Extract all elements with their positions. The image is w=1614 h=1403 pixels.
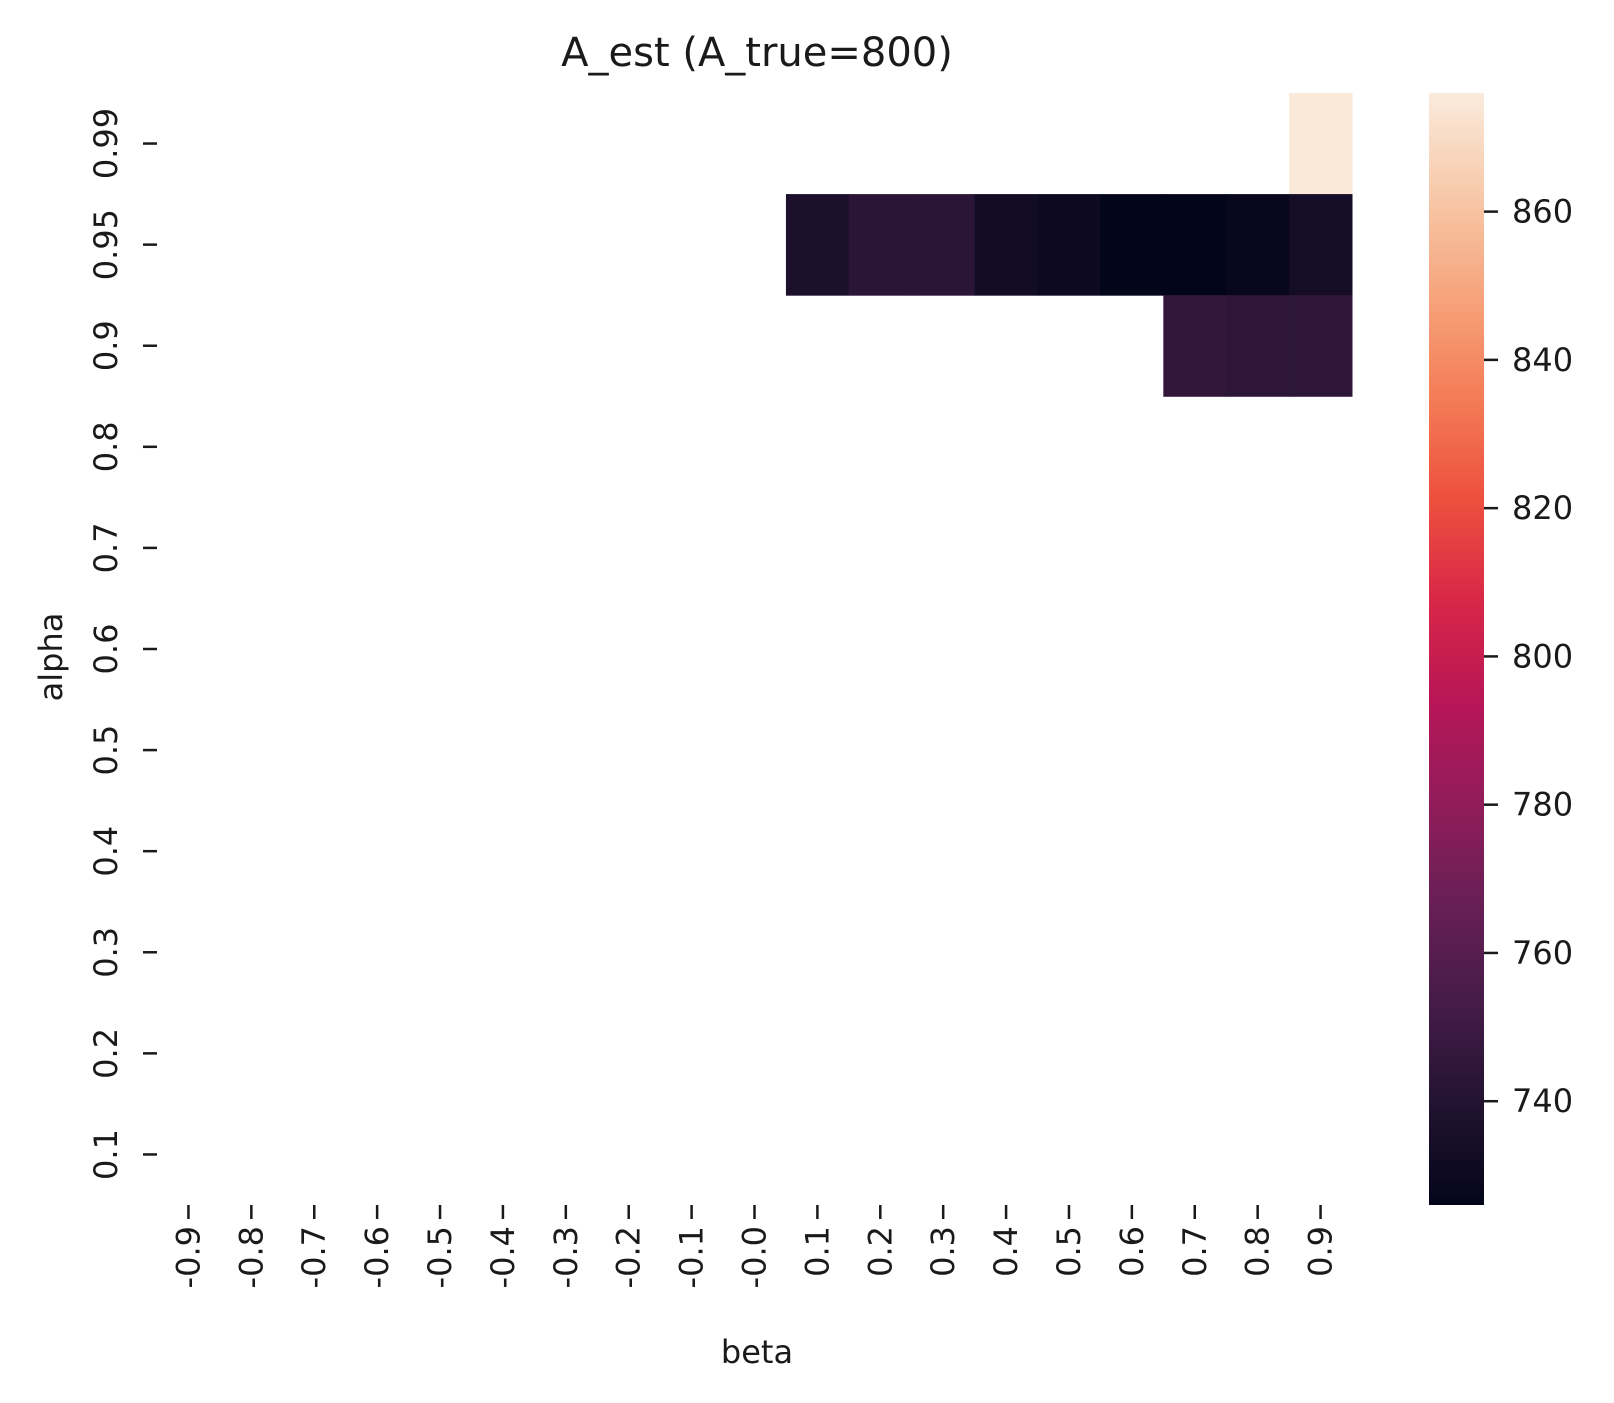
y-tick-label: 0.99 [87,108,125,179]
y-tick-label: 0.95 [87,209,125,280]
heatmap-cell [1289,194,1353,296]
x-tick-label: 0.4 [987,1226,1025,1277]
x-tick-label: -0.8 [232,1226,270,1288]
x-tick-label: -0.1 [673,1226,711,1288]
colorbar-tick-label: 800 [1512,637,1573,675]
x-tick-label: -0.5 [421,1226,459,1288]
x-tick-label: -0.6 [358,1226,396,1288]
x-axis-ticks: -0.9 -0.8 -0.7 -0.6 -0.5 -0.4 -0.3 -0.2 -0.1 -0.0… [169,1205,1340,1288]
colorbar-tick-label: 840 [1512,341,1573,379]
colorbar-tick-label: 740 [1512,1082,1573,1120]
y-tick-label: 0.3 [87,927,125,978]
heatmap-cell [974,194,1039,296]
x-tick-label: -0.3 [547,1226,585,1288]
heatmap-cell [1163,295,1227,397]
y-tick-label: 0.2 [87,1028,125,1079]
y-tick-label: 0.4 [87,826,125,877]
x-tick-label: 0.1 [798,1226,836,1277]
colorbar-tick-label: 760 [1512,934,1573,972]
colorbar [1429,93,1484,1205]
y-tick-label: 0.1 [87,1129,125,1180]
heatmap-cell [848,194,913,296]
y-tick-label: 0.8 [87,421,125,472]
colorbar-tick-label: 780 [1512,786,1573,824]
colorbar-ticks: 740 760 780 800 820 840 860 [1484,193,1573,1120]
heatmap-cell [1100,194,1164,296]
heatmap-cell [1289,295,1353,397]
y-tick-label: 0.7 [87,522,125,573]
x-tick-label: 0.7 [1176,1226,1214,1277]
x-tick-label: 0.8 [1239,1226,1277,1277]
y-axis-ticks: 0.99 0.95 0.9 0.8 0.7 0.6 0.5 0.4 0.3 0.2 0.1 [87,108,157,1180]
x-tick-label: -0.2 [610,1226,648,1288]
heatmap-cells [785,93,1353,397]
heatmap-cell [1289,93,1353,195]
x-tick-label: -0.4 [484,1226,522,1288]
chart-title: A_est (A_true=800) [561,30,953,76]
y-tick-label: 0.9 [87,320,125,371]
x-tick-label: 0.9 [1302,1226,1340,1277]
y-axis-label: alpha [32,613,70,702]
heatmap-cell [1226,295,1290,397]
y-tick-label: 0.6 [87,624,125,675]
x-tick-label: -0.9 [169,1226,207,1288]
heatmap-cell [1163,194,1227,296]
x-axis-label: beta [721,1333,793,1371]
heatmap-cell [911,194,976,296]
heatmap-cell [1037,194,1101,296]
colorbar-tick-label: 820 [1512,489,1573,527]
x-tick-label: -0.0 [736,1226,774,1288]
x-tick-label: 0.6 [1113,1226,1151,1277]
x-tick-label: 0.2 [861,1226,899,1277]
x-tick-label: 0.3 [924,1226,962,1277]
colorbar-tick-label: 860 [1512,193,1573,231]
y-tick-label: 0.5 [87,725,125,776]
x-tick-label: 0.5 [1050,1226,1088,1277]
heatmap-cell [785,194,850,296]
x-tick-label: -0.7 [295,1226,333,1288]
heatmap-cell [1226,194,1290,296]
